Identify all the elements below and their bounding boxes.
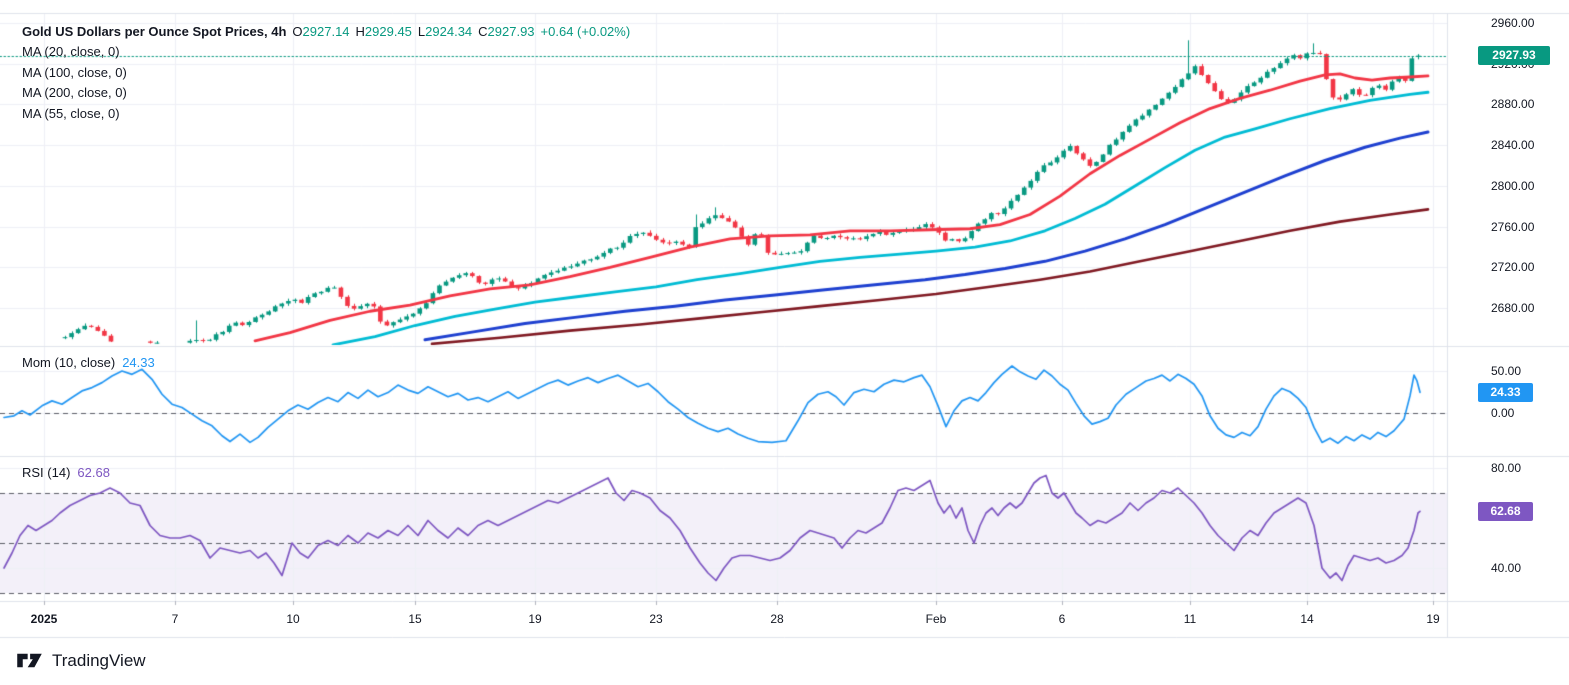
- rsi-legend[interactable]: RSI (14) 62.68: [22, 465, 110, 480]
- rsi-label: RSI (14): [22, 465, 71, 480]
- price-axis-label: 2680.00: [1491, 301, 1535, 316]
- time-axis-label: 19: [1426, 612, 1440, 626]
- price-axis-label: 2880.00: [1491, 97, 1535, 112]
- tradingview-logo-icon: [16, 650, 43, 671]
- time-axis-label: 28: [770, 612, 784, 626]
- momentum-legend[interactable]: Mom (10, close) 24.33: [22, 355, 155, 370]
- rsi-badge: 62.68: [1478, 501, 1533, 521]
- momentum-label: Mom (10, close): [22, 355, 116, 370]
- price-axis-label: 2960.00: [1491, 16, 1535, 30]
- time-axis-label: 7: [171, 612, 179, 626]
- legend: Gold US Dollars per Ounce Spot Prices, 4…: [22, 22, 630, 125]
- rsi-axis-label: 80.00: [1491, 461, 1522, 475]
- momentum-value: 24.33: [122, 355, 155, 370]
- momentum-badge: 24.33: [1478, 382, 1533, 402]
- legend-ma55[interactable]: MA (55, close, 0): [22, 106, 120, 122]
- ohlc-close: C2927.93: [478, 24, 535, 39]
- rsi-value: 62.68: [77, 465, 110, 480]
- time-axis-label: 19: [528, 612, 542, 626]
- time-axis-label: Feb: [925, 612, 947, 626]
- ohlc-high: H2929.45: [355, 24, 412, 39]
- legend-title-row[interactable]: Gold US Dollars per Ounce Spot Prices, 4…: [22, 22, 630, 42]
- time-axis-label: 14: [1300, 612, 1314, 626]
- legend-ma100[interactable]: MA (100, close, 0): [22, 64, 127, 80]
- time-axis-label: 2025: [30, 612, 58, 626]
- momentum-axis-label: 0.00: [1491, 405, 1515, 420]
- price-axis-label: 2800.00: [1491, 178, 1535, 193]
- price-axis-label: 2840.00: [1491, 138, 1535, 153]
- legend-ma20[interactable]: MA (20, close, 0): [22, 44, 120, 59]
- tradingview-logo[interactable]: TradingView: [16, 650, 146, 671]
- price-axis-label: 2720.00: [1491, 260, 1535, 275]
- time-axis-label: 23: [649, 612, 663, 626]
- legend-ma200[interactable]: MA (200, close, 0): [22, 85, 127, 101]
- tradingview-logo-text: TradingView: [52, 650, 146, 670]
- price-axis-label: 2760.00: [1491, 219, 1535, 234]
- time-axis-label: 6: [1058, 612, 1066, 626]
- time-axis-label: 15: [408, 612, 422, 626]
- price-change: +0.64 (+0.02%): [540, 24, 631, 39]
- rsi-axis-label: 40.00: [1491, 561, 1522, 575]
- momentum-axis-label: 50.00: [1491, 364, 1522, 378]
- ohlc-low: L2924.34: [417, 24, 473, 39]
- time-axis-label: 10: [286, 612, 300, 626]
- time-axis-label: 11: [1183, 612, 1197, 626]
- ohlc-open: O2927.14: [292, 24, 350, 39]
- symbol-title: Gold US Dollars per Ounce Spot Prices, 4…: [22, 24, 287, 39]
- last-price-badge: 2927.93: [1478, 46, 1550, 66]
